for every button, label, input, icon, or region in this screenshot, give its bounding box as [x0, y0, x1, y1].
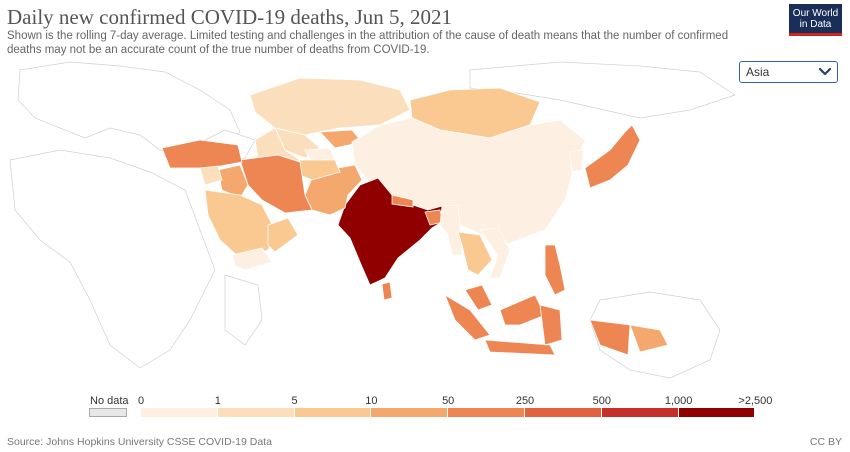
- logo-line-2: in Data: [799, 19, 832, 30]
- legend-tick-label: 500: [592, 395, 611, 407]
- country-layer[interactable]: [161, 77, 669, 356]
- legend-tick-label: 5: [291, 395, 298, 407]
- world-map[interactable]: [0, 55, 850, 385]
- legend-tick-label: 1: [214, 395, 221, 407]
- legend-tick-label: 1,000: [664, 395, 693, 407]
- logo-line-1: Our World: [792, 8, 839, 19]
- legend-tick-label: >2,500: [738, 395, 773, 407]
- country-japan[interactable]: [584, 124, 641, 189]
- country-south-korea[interactable]: [569, 149, 584, 173]
- legend-bin: [678, 408, 756, 417]
- country-syria[interactable]: [199, 165, 223, 186]
- legend-no-data-label: No data: [90, 395, 129, 407]
- country-sri-lanka[interactable]: [381, 281, 393, 301]
- license-link[interactable]: CC BY: [809, 436, 842, 448]
- country-saudi-arabia[interactable]: [204, 189, 276, 259]
- legend-bin: [448, 408, 525, 417]
- legend-tick-label: 50: [442, 395, 455, 407]
- legend-bin: [601, 408, 679, 417]
- legend-bin: [371, 408, 449, 417]
- legend-tick-label: 10: [365, 395, 378, 407]
- legend-tick-label: 0: [137, 395, 145, 407]
- region-select[interactable]: Asia: [739, 61, 838, 83]
- country-myanmar[interactable]: [439, 204, 463, 256]
- country-oman[interactable]: [267, 217, 299, 253]
- country-vietnam[interactable]: [479, 227, 511, 279]
- country-thailand[interactable]: [457, 231, 493, 276]
- legend-tick-label: 250: [515, 395, 535, 407]
- background-countries: [9, 61, 736, 379]
- legend-bin: [525, 408, 602, 417]
- legend: No data 0 1 5 10 50 250 500 1,000 >2,500: [88, 395, 772, 430]
- country-papua-new-guinea[interactable]: [629, 324, 669, 353]
- country-yemen[interactable]: [231, 247, 273, 271]
- region-select-value: Asia: [746, 65, 770, 79]
- country-iran[interactable]: [239, 154, 313, 214]
- legend-bin: [217, 408, 295, 417]
- country-malaysia[interactable]: [464, 284, 546, 326]
- owid-logo[interactable]: Our World in Data: [789, 4, 842, 36]
- country-nepal[interactable]: [391, 194, 414, 208]
- legend-bin: [141, 408, 218, 417]
- legend-bin: [294, 408, 372, 417]
- source-note: Source: Johns Hopkins University CSSE CO…: [7, 436, 272, 448]
- country-indonesia[interactable]: [444, 294, 631, 356]
- chart-title: Daily new confirmed COVID-19 deaths, Jun…: [7, 5, 452, 29]
- country-iraq[interactable]: [217, 164, 249, 199]
- chevron-down-icon: [818, 67, 832, 76]
- country-philippines[interactable]: [544, 244, 566, 296]
- legend-no-data-swatch: [89, 408, 127, 417]
- chart-subtitle: Shown is the rolling 7-day average. Limi…: [7, 30, 729, 56]
- country-turkey[interactable]: [161, 139, 243, 169]
